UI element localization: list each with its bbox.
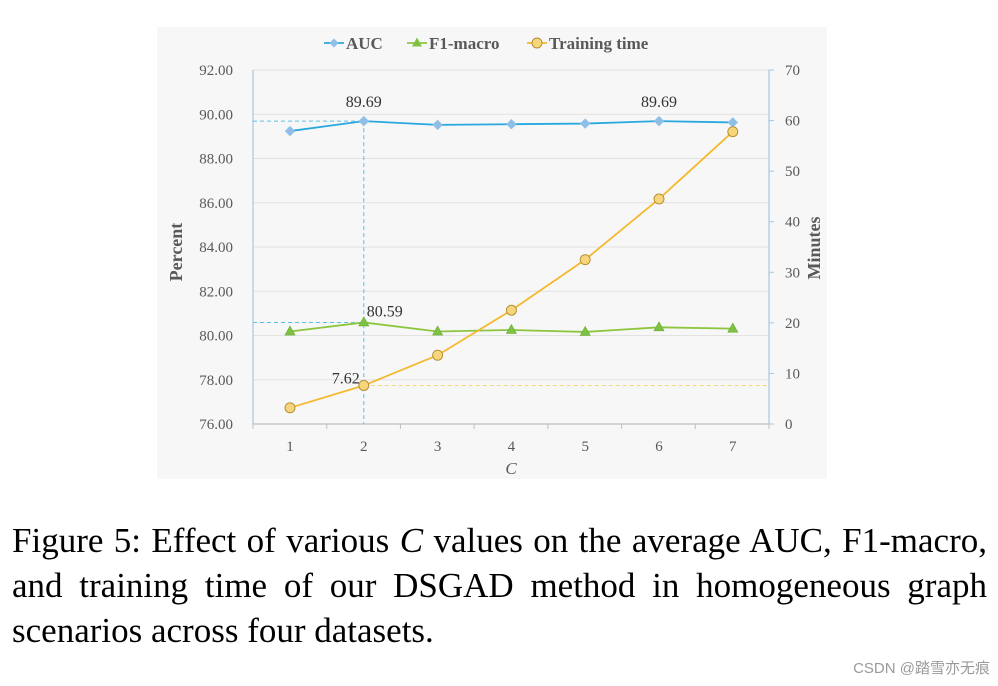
y-tick-label: 78.00 [199,373,233,389]
series-markers [284,115,739,414]
legend-marker-training-time [531,37,543,49]
x-tick-label: 2 [360,439,368,455]
y2-tick-label: 0 [785,417,793,433]
x-tick-label: 6 [655,439,663,455]
x-tick-label: 3 [434,439,442,455]
watermark: CSDN @踏雪亦无痕 [853,660,990,677]
data-labels: 89.69 89.69 80.59 7.62 [332,94,677,387]
training-time-point [284,402,296,414]
data-label: 7.62 [332,370,360,387]
gridlines [253,69,769,425]
auc-point [579,118,591,129]
training-time-point [579,254,591,266]
legend-marker-auc [329,38,339,48]
x-tick-label: 4 [508,439,516,455]
line-chart: 76.00 78.00 80.00 82.00 84.00 86.00 88.00 90.00… [157,27,827,479]
chart-area-background [157,27,827,479]
legend: AUC F1-macro Training time [324,34,649,53]
legend-label-auc: AUC [346,34,383,53]
data-label: 89.69 [641,94,677,111]
f1-macro-point [579,325,591,336]
caption-suffix: values on the average AUC, F1-macro, and… [12,521,987,650]
y2-tick-label: 30 [785,265,800,281]
f1-macro-point [653,321,665,332]
x-tick-label: 7 [729,439,737,455]
legend-marker-f1-macro [412,37,422,47]
training-time-point [727,126,739,138]
f1-macro-point [727,322,739,333]
x-tick-label: 1 [286,439,294,455]
y2-axis-label: Minutes [804,217,824,280]
f1-macro-point [358,316,370,327]
auc-point [432,119,443,131]
training-time-point [653,193,665,205]
y-tick-label: 84.00 [199,240,233,256]
training-time-point [432,349,444,361]
auc-point [284,125,296,137]
y2-tick-label: 70 [785,63,800,79]
legend-label-f1-macro: F1-macro [429,34,500,53]
y2-tick-label: 60 [785,114,800,130]
y2-tick-label: 10 [785,366,800,382]
x-axis-label: C [505,459,517,478]
y-tick-label: 82.00 [199,284,233,300]
auc-point [653,115,665,127]
legend-label-training-time: Training time [549,34,649,53]
y-tick-label: 90.00 [199,107,233,123]
axes: 76.00 78.00 80.00 82.00 84.00 86.00 88.00 90.00… [199,63,800,455]
data-label: 80.59 [367,303,403,320]
y2-tick-label: 50 [785,164,800,180]
caption-variable: C [399,521,424,560]
x-tick-label: 5 [581,439,589,455]
y-axis-label: Percent [166,223,186,282]
auc-point [358,115,370,127]
caption-prefix: Figure 5: Effect of various [12,521,400,560]
y2-tick-label: 20 [785,316,800,332]
y-tick-label: 92.00 [199,63,233,79]
y-tick-label: 86.00 [199,196,233,212]
auc-point [506,118,517,130]
figure-caption: Figure 5: Effect of various C values on … [12,518,987,653]
y-tick-label: 80.00 [199,329,233,345]
y-tick-label: 76.00 [199,417,233,433]
data-label: 89.69 [346,94,382,111]
f1-macro-point [284,325,296,336]
y2-tick-label: 40 [785,215,800,231]
f1-macro-point [505,323,517,334]
y-tick-label: 88.00 [199,152,233,168]
f1-macro-point [432,325,444,336]
reference-lines [253,120,769,424]
training-time-point [505,304,517,316]
training-time-point [358,380,370,391]
